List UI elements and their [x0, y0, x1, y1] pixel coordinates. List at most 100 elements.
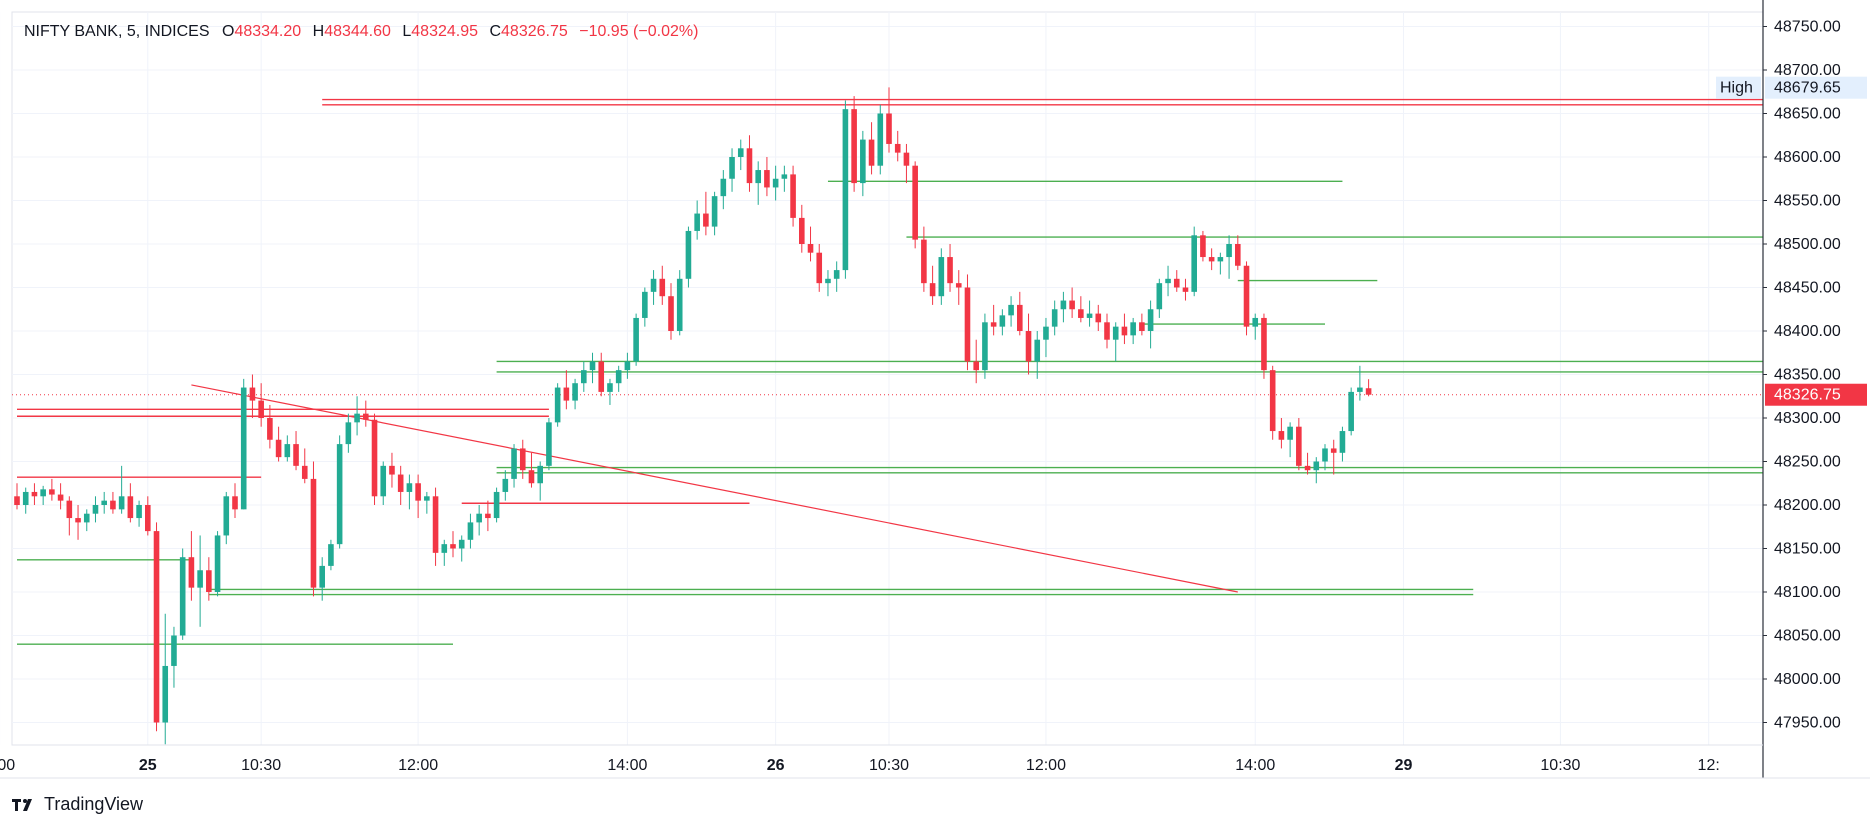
candle-body — [877, 113, 884, 166]
candle-body — [703, 213, 709, 227]
candle-body — [955, 283, 962, 288]
candle-down — [851, 96, 857, 192]
high-tag-label: High — [1720, 80, 1753, 97]
candle-down — [75, 505, 81, 540]
close-label: C — [489, 23, 502, 40]
candle-up — [546, 418, 552, 471]
candle-down — [127, 483, 134, 523]
candle-body — [371, 419, 378, 497]
candle-up — [197, 535, 203, 627]
candle-body — [389, 465, 395, 475]
candle-body — [14, 496, 20, 505]
candle-down — [249, 374, 256, 418]
candle-body — [171, 635, 177, 666]
candle-body — [57, 494, 64, 501]
candle-body — [537, 465, 543, 484]
candle-body — [476, 513, 482, 523]
candle-body — [546, 422, 552, 466]
time-axis[interactable]: 4:00 25 10:30 12:00 14:00 26 10:30 12:00 14:00 29… — [0, 744, 1870, 779]
candle-down — [929, 265, 936, 305]
candle-down — [964, 274, 971, 371]
candle-body — [511, 448, 517, 479]
candle-body — [1339, 431, 1346, 453]
candle-up — [572, 378, 578, 410]
candle-up — [825, 270, 831, 297]
candle-up — [328, 539, 334, 571]
candle-body — [415, 483, 421, 501]
candle-body — [450, 544, 456, 549]
candle-up — [1191, 226, 1197, 297]
candle-up — [345, 413, 352, 453]
candle-down — [145, 496, 151, 536]
candle-up — [136, 500, 142, 527]
candle-body — [668, 296, 674, 331]
candle-down — [1365, 379, 1372, 397]
price-tick-label: 48450.00 — [1774, 280, 1841, 297]
high-value: 48344.60 — [324, 23, 391, 40]
candle-down — [563, 370, 570, 410]
low-value: 48324.95 — [411, 23, 479, 40]
candle-up — [999, 309, 1006, 336]
candle-up — [860, 130, 866, 197]
candle-up — [1217, 252, 1224, 275]
candle-body — [1051, 309, 1058, 327]
candle-down — [301, 448, 308, 484]
candle-up — [537, 461, 543, 501]
candle-up — [162, 613, 169, 745]
candle-body — [642, 291, 648, 318]
tradingview-branding[interactable]: TradingView — [12, 794, 143, 815]
price-axis[interactable]: 47950.00 48000.00 48050.00 48100.00 48150.00… — [1716, 0, 1870, 778]
candle-body — [267, 418, 273, 440]
price-tick-label: 47950.00 — [1774, 715, 1841, 732]
candle-up — [476, 505, 482, 536]
candle-body — [101, 500, 107, 505]
price-tick-label: 48550.00 — [1774, 193, 1841, 210]
candle-down — [485, 500, 491, 532]
candle-up — [1165, 265, 1171, 297]
candle-body — [999, 315, 1006, 327]
candle-body — [581, 370, 587, 384]
candle-body — [650, 278, 657, 292]
candle-body — [1200, 235, 1206, 258]
candle-down — [415, 474, 421, 519]
candle-up — [938, 248, 945, 305]
candle-body — [1139, 322, 1145, 331]
candle-down — [598, 352, 605, 397]
candle-up — [1060, 291, 1067, 323]
candle-up — [1287, 422, 1293, 458]
candle-up — [729, 148, 735, 192]
candle-down — [432, 487, 439, 566]
candle-up — [650, 270, 657, 305]
candle-up — [101, 491, 107, 514]
candle-body — [249, 387, 256, 401]
candle-body — [354, 413, 360, 423]
price-tick-label: 48700.00 — [1774, 62, 1841, 79]
low-label: L — [402, 23, 412, 40]
candle-up — [424, 491, 430, 514]
candle-body — [66, 500, 73, 519]
candle-body — [894, 143, 901, 153]
candle-up — [781, 165, 788, 192]
candle-body — [1182, 287, 1189, 292]
candle-down — [912, 161, 918, 249]
candle-down — [790, 165, 796, 227]
candle-down — [703, 191, 709, 236]
candle-up — [467, 513, 474, 549]
symbol-label[interactable]: NIFTY BANK, 5, INDICES — [24, 23, 210, 40]
price-tick-label: 48050.00 — [1774, 628, 1841, 645]
candle-up — [772, 165, 779, 201]
candle-down — [258, 383, 264, 427]
candle-body — [232, 496, 238, 510]
candle-down — [868, 122, 875, 175]
candle-body — [825, 278, 831, 284]
candle-body — [1078, 309, 1084, 318]
candle-body — [929, 283, 936, 297]
candle-up — [1348, 387, 1354, 436]
candle-body — [729, 157, 735, 179]
candle-up — [624, 352, 631, 379]
candle-body — [162, 665, 169, 723]
candle-body — [903, 152, 910, 166]
price-tick-label: 48200.00 — [1774, 497, 1841, 514]
candle-up — [214, 531, 221, 597]
